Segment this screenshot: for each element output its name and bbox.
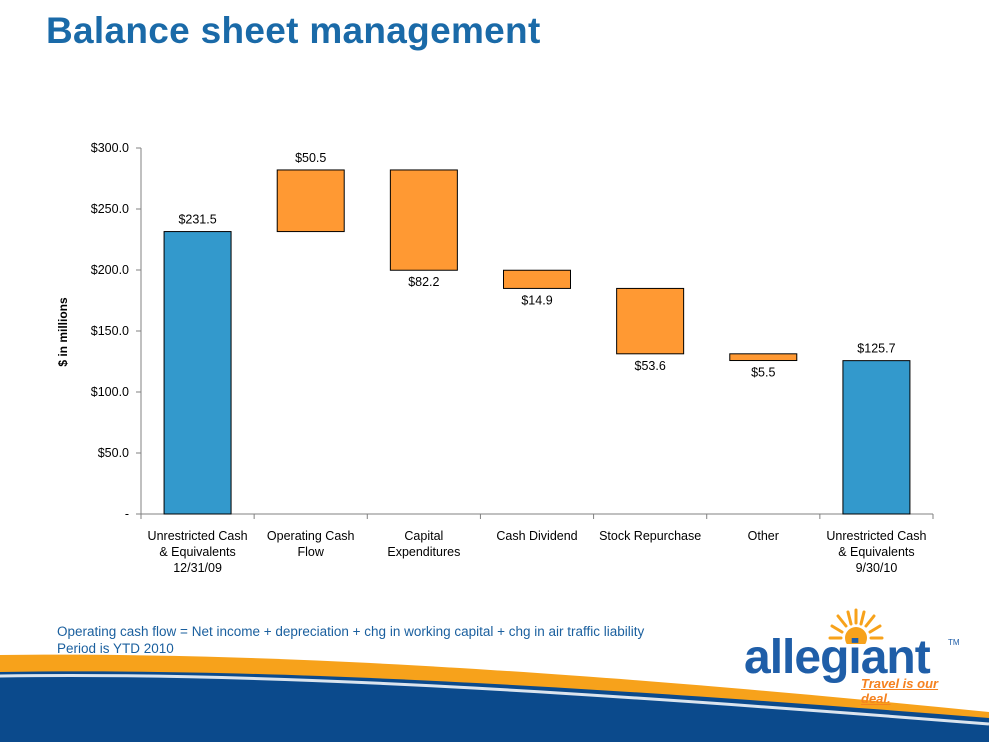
x-category-label: Unrestricted Cash [148, 529, 248, 543]
logo-trademark: TM [948, 638, 960, 647]
y-tick-label: $50.0 [98, 446, 129, 460]
footnote-period: Period is YTD 2010 [57, 641, 174, 656]
y-tick-label: $300.0 [91, 141, 129, 155]
footnote-operating-cash-flow: Operating cash flow = Net income + depre… [57, 624, 645, 639]
x-category-label: Unrestricted Cash [826, 529, 926, 543]
chart-bars [163, 169, 911, 515]
bar-data-label: $5.5 [751, 366, 775, 380]
sun-icon [828, 608, 884, 644]
y-tick-label: $250.0 [91, 202, 129, 216]
bar-data-label: $125.7 [857, 342, 895, 356]
bar-data-label: $82.2 [408, 275, 439, 289]
x-category-label: Capital [404, 529, 443, 543]
logo-tagline: Travel is our deal. [861, 676, 939, 706]
x-category-label: Stock Repurchase [599, 529, 701, 543]
bar-data-label: $231.5 [178, 213, 216, 227]
y-tick-label: $150.0 [91, 324, 129, 338]
bar-decrease [503, 269, 571, 289]
allegiant-logo: allegiant TM Travel is our deal. [744, 604, 964, 706]
x-category-label: Operating Cash [267, 529, 355, 543]
waterfall-chart: - $50.0 $100.0 $150.0 $200.0 $250.0 $300.0 $23… [56, 141, 934, 575]
y-tick-label: $200.0 [91, 263, 129, 277]
x-category-label: Other [748, 529, 779, 543]
logo-wordmark: allegiant [744, 631, 931, 684]
x-category-label: Flow [298, 545, 325, 559]
chart-category-labels: Unrestricted Cash & Equivalents 12/31/09 Op… [148, 529, 927, 575]
bar-decrease [729, 353, 798, 362]
bar-data-label: $14.9 [521, 293, 552, 307]
x-category-label: 9/30/10 [856, 561, 898, 575]
x-category-label: Expenditures [387, 545, 460, 559]
bar-increase [276, 169, 345, 233]
x-category-label: 12/31/09 [173, 561, 222, 575]
bar-data-label: $50.5 [295, 151, 326, 165]
bar-total [842, 360, 911, 515]
page-title: Balance sheet management [46, 10, 541, 51]
y-tick-label: $100.0 [91, 385, 129, 399]
bar-decrease [389, 169, 458, 271]
x-category-label: & Equivalents [838, 545, 914, 559]
bar-decrease [616, 287, 685, 355]
bar-data-label: $53.6 [635, 359, 666, 373]
y-tick-label: - [125, 507, 129, 521]
x-category-label: Cash Dividend [496, 529, 577, 543]
chart-axes: - $50.0 $100.0 $150.0 $200.0 $250.0 $300.0 [91, 141, 934, 521]
y-axis-label: $ in millions [56, 297, 70, 367]
x-category-label: & Equivalents [159, 545, 235, 559]
chart-data-labels: $231.5 $50.5 $82.2 $14.9 $53.6 $5.5 $125.7 [178, 151, 895, 380]
bar-total [163, 231, 232, 515]
